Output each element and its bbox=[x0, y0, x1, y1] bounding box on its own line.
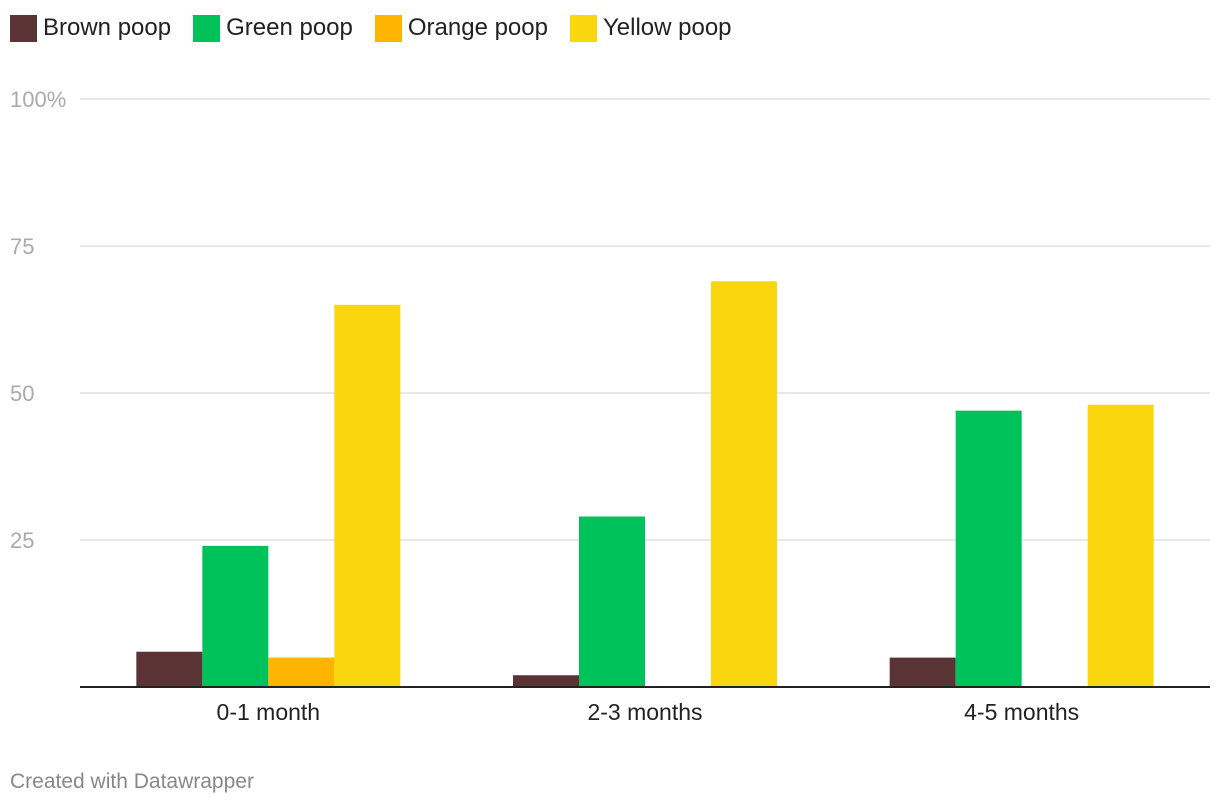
x-tick-label: 4-5 months bbox=[964, 699, 1079, 725]
x-tick-label: 0-1 month bbox=[217, 699, 321, 725]
legend-item: Orange poop bbox=[374, 14, 548, 42]
legend-item: Green poop bbox=[193, 14, 353, 42]
bar bbox=[955, 410, 1022, 687]
x-tick-label: 2-3 months bbox=[587, 699, 702, 725]
legend-label: Orange poop bbox=[407, 14, 548, 41]
bar bbox=[334, 304, 401, 687]
legend-label: Brown poop bbox=[43, 14, 172, 41]
legend-swatch bbox=[374, 14, 402, 42]
bar bbox=[268, 657, 335, 687]
bar bbox=[202, 545, 269, 687]
credit-text: Created with Datawrapper bbox=[10, 770, 254, 793]
bar bbox=[513, 675, 579, 687]
legend-swatch bbox=[10, 14, 37, 42]
legend-swatch bbox=[569, 14, 597, 42]
legend-label: Yellow poop bbox=[602, 14, 732, 41]
bar bbox=[136, 651, 203, 687]
bar bbox=[711, 281, 777, 687]
bar bbox=[889, 657, 956, 687]
legend-swatch bbox=[193, 14, 221, 42]
y-tick-label: 25 bbox=[10, 528, 34, 553]
y-tick-label: 50 bbox=[10, 381, 34, 406]
legend-label: Green poop bbox=[226, 14, 353, 41]
bar bbox=[579, 516, 645, 687]
y-tick-label: 75 bbox=[10, 234, 34, 259]
chart-legend: Brown poop Green poop Orange poop Yellow po… bbox=[10, 13, 754, 43]
bar-chart: 25 50 75 100% 0-1 month 2-3 months 4-5 months bbox=[10, 87, 1210, 725]
legend-item: Yellow poop bbox=[569, 14, 732, 42]
bar bbox=[1087, 404, 1154, 687]
y-tick-label: 100% bbox=[10, 87, 66, 112]
legend-item: Brown poop bbox=[10, 14, 171, 42]
